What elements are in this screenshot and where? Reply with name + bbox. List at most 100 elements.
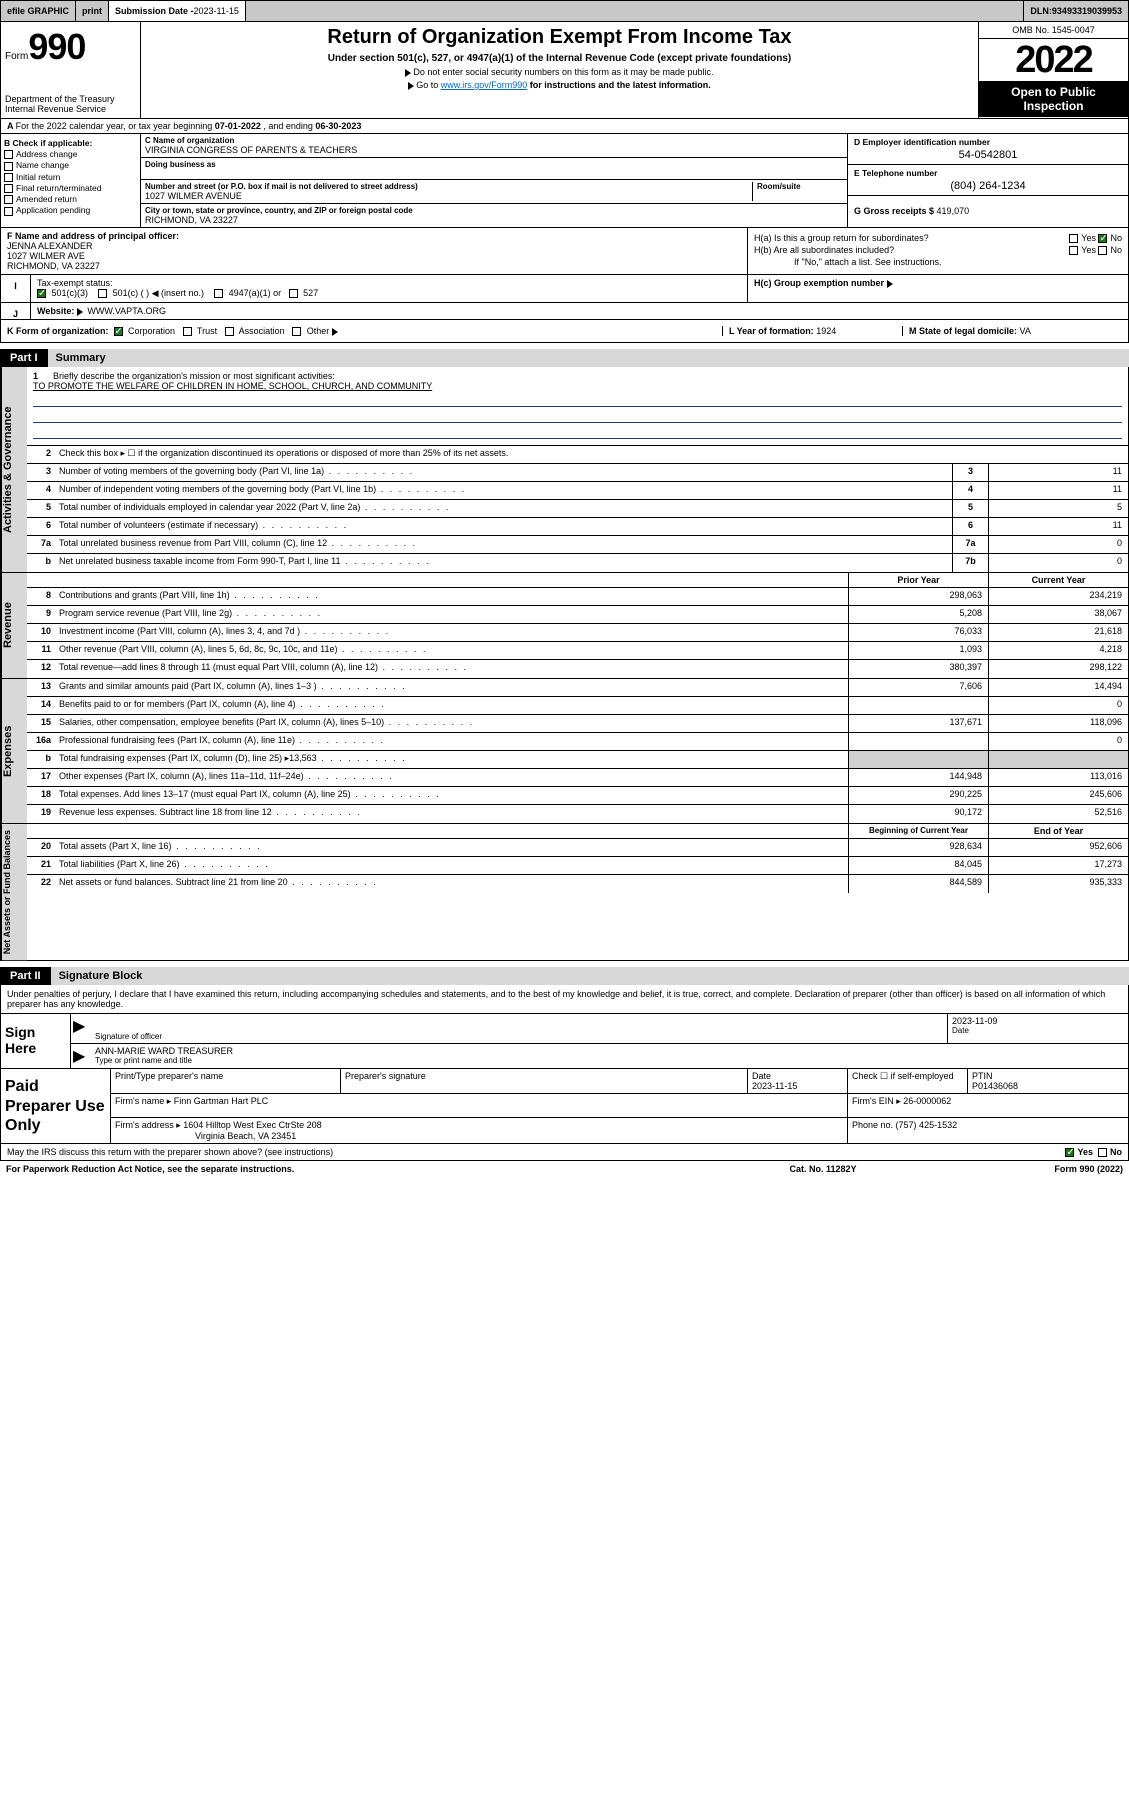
open-public-badge: Open to Public Inspection (979, 81, 1128, 117)
table-row: bTotal fundraising expenses (Part IX, co… (27, 751, 1128, 769)
telephone-value: (804) 264-1234 (854, 180, 1122, 192)
form-subtitle: Under section 501(c), 527, or 4947(a)(1)… (147, 53, 972, 64)
col-current-year: Current Year (988, 573, 1128, 587)
form-ref: Form 990 (2022) (923, 1164, 1123, 1174)
ein-row: D Employer identification number 54-0542… (848, 134, 1128, 165)
officer-signature-field[interactable]: Signature of officer (91, 1014, 948, 1043)
header-right: OMB No. 1545-0047 2022 Open to Public In… (978, 22, 1128, 118)
chk-501c3[interactable] (37, 289, 46, 298)
chk-501c[interactable] (98, 289, 107, 298)
officer-addr2: RICHMOND, VA 23227 (7, 261, 100, 271)
firm-addr-row: Firm's address ▸ 1604 Hilltop West Exec … (111, 1118, 1128, 1143)
q2-row: 2Check this box ▸ ☐ if the organization … (27, 446, 1128, 464)
signature-intro: Under penalties of perjury, I declare th… (0, 985, 1129, 1014)
table-row: 8Contributions and grants (Part VIII, li… (27, 588, 1128, 606)
chk-application-pending[interactable]: Application pending (4, 205, 137, 215)
table-row: bNet unrelated business taxable income f… (27, 554, 1128, 572)
officer-name: JENNA ALEXANDER (7, 241, 93, 251)
section-b-label: B Check if applicable: (4, 138, 137, 148)
chk-amended-return[interactable]: Amended return (4, 194, 137, 204)
ha-yes[interactable] (1069, 234, 1078, 243)
vtab-expenses: Expenses (1, 679, 27, 823)
section-deg: D Employer identification number 54-0542… (848, 134, 1128, 227)
header-title-block: Return of Organization Exempt From Incom… (141, 22, 978, 118)
city-row: City or town, state or province, country… (141, 204, 847, 227)
summary-net-assets: Net Assets or Fund Balances Beginning of… (0, 824, 1129, 961)
efile-label: efile GRAPHIC (1, 1, 76, 21)
print-button[interactable]: print (76, 1, 109, 21)
top-toolbar: efile GRAPHIC print Submission Date - 20… (0, 0, 1129, 22)
chk-4947[interactable] (214, 289, 223, 298)
table-row: 12Total revenue—add lines 8 through 11 (… (27, 660, 1128, 678)
hc-row: H(c) Group exemption number (748, 275, 1128, 302)
website-row: Website: WWW.VAPTA.ORG (31, 303, 1128, 319)
form-note-1: Do not enter social security numbers on … (147, 67, 972, 77)
irs-discuss-row: May the IRS discuss this return with the… (0, 1144, 1129, 1161)
table-row: 10Investment income (Part VIII, column (… (27, 624, 1128, 642)
gross-receipts-row: G Gross receipts $ 419,070 (848, 196, 1128, 224)
triangle-icon (887, 280, 893, 288)
arrow-icon: ▶ (71, 1014, 91, 1043)
table-row: 9Program service revenue (Part VIII, lin… (27, 606, 1128, 624)
part2-title: Signature Block (51, 967, 1129, 985)
sign-here-block: Sign Here ▶ Signature of officer 2023-11… (0, 1014, 1129, 1069)
address-row: Number and street (or P.O. box if mail i… (141, 180, 847, 204)
table-row: 21Total liabilities (Part X, line 26)84,… (27, 857, 1128, 875)
section-k: K Form of organization: Corporation Trus… (7, 326, 722, 336)
org-name-row: C Name of organization VIRGINIA CONGRESS… (141, 134, 847, 158)
form-number: Form990 (5, 26, 136, 68)
sign-here-label: Sign Here (1, 1014, 71, 1068)
row-klm: K Form of organization: Corporation Trus… (0, 320, 1129, 343)
label-i: I (1, 275, 31, 302)
ha-row: H(a) Is this a group return for subordin… (754, 233, 1122, 243)
table-row: 22Net assets or fund balances. Subtract … (27, 875, 1128, 893)
part1-header: Part I Summary (0, 349, 1129, 367)
form-header: Form990 Department of the TreasuryIntern… (0, 22, 1129, 119)
tax-exempt-status: Tax-exempt status: 501(c)(3) 501(c) ( ) … (31, 275, 748, 302)
line-a: A For the 2022 calendar year, or tax yea… (0, 119, 1129, 134)
hb-yes[interactable] (1069, 246, 1078, 255)
org-name: VIRGINIA CONGRESS OF PARENTS & TEACHERS (145, 145, 843, 155)
chk-initial-return[interactable]: Initial return (4, 172, 137, 182)
table-row: 17Other expenses (Part IX, column (A), l… (27, 769, 1128, 787)
discuss-yes[interactable] (1065, 1148, 1074, 1157)
chk-527[interactable] (289, 289, 298, 298)
hb-no[interactable] (1098, 246, 1107, 255)
chk-corporation[interactable] (114, 327, 123, 336)
vtab-revenue: Revenue (1, 573, 27, 678)
chk-name-change[interactable]: Name change (4, 160, 137, 170)
form-note-2: Go to www.irs.gov/Form990 for instructio… (147, 80, 972, 90)
block-bcd: B Check if applicable: Address change Na… (0, 134, 1129, 228)
label-j: J (1, 303, 31, 319)
website-value: WWW.VAPTA.ORG (87, 306, 166, 316)
table-row: 20Total assets (Part X, line 16)928,6349… (27, 839, 1128, 857)
table-row: 11Other revenue (Part VIII, column (A), … (27, 642, 1128, 660)
table-row: 18Total expenses. Add lines 13–17 (must … (27, 787, 1128, 805)
chk-other[interactable] (292, 327, 301, 336)
section-f: F Name and address of principal officer:… (1, 228, 748, 274)
cat-number: Cat. No. 11282Y (723, 1164, 923, 1174)
chk-association[interactable] (225, 327, 234, 336)
summary-revenue: Revenue Prior Year Current Year 8Contrib… (0, 573, 1129, 679)
section-h: H(a) Is this a group return for subordin… (748, 228, 1128, 274)
chk-trust[interactable] (183, 327, 192, 336)
irs-link[interactable]: www.irs.gov/Form990 (441, 80, 528, 90)
firm-name-row: Firm's name ▸ Finn Gartman Hart PLC Firm… (111, 1094, 1128, 1118)
dept-label: Department of the TreasuryInternal Reven… (5, 94, 136, 114)
paid-preparer-block: Paid Preparer Use Only Print/Type prepar… (0, 1069, 1129, 1144)
chk-final-return[interactable]: Final return/terminated (4, 183, 137, 193)
officer-addr1: 1027 WILMER AVE (7, 251, 85, 261)
part1-tag: Part I (0, 349, 48, 367)
mission-text: TO PROMOTE THE WELFARE OF CHILDREN IN HO… (33, 381, 432, 391)
discuss-no[interactable] (1098, 1148, 1107, 1157)
gross-receipts-value: 419,070 (937, 206, 970, 216)
part2-tag: Part II (0, 967, 51, 985)
ha-no[interactable] (1098, 234, 1107, 243)
section-c: C Name of organization VIRGINIA CONGRESS… (141, 134, 848, 227)
revenue-header-row: Prior Year Current Year (27, 573, 1128, 588)
ein-value: 54-0542801 (854, 149, 1122, 161)
hb-row: H(b) Are all subordinates included? Yes … (754, 245, 1122, 255)
chk-address-change[interactable]: Address change (4, 149, 137, 159)
table-row: 19Revenue less expenses. Subtract line 1… (27, 805, 1128, 823)
toolbar-spacer (246, 1, 1025, 21)
